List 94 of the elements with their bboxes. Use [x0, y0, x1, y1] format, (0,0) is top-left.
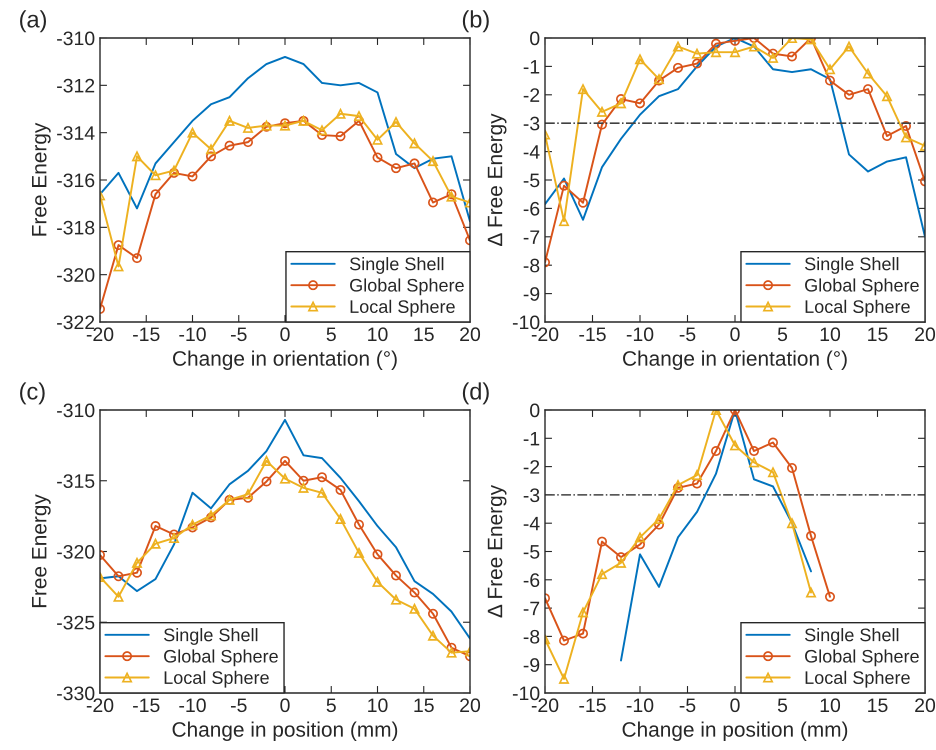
x-tick-label: 15 — [414, 328, 434, 342]
y-tick-label: -2 — [524, 88, 540, 102]
y-tick-label: -310 — [57, 31, 94, 46]
x-tick-label: 20 — [460, 327, 480, 342]
x-tick-label: -10 — [179, 698, 206, 712]
x-tick-label: -20 — [532, 698, 558, 712]
y-tick-label: -330 — [57, 686, 94, 700]
x-tick-label: 10 — [820, 698, 840, 712]
x-tick-label: 5 — [778, 698, 788, 712]
x-tick-label: -5 — [680, 698, 696, 712]
y-tick-label: -10 — [512, 686, 540, 700]
legend-label: Global Sphere — [805, 278, 919, 296]
y-tick-label: -325 — [57, 616, 94, 630]
y-tick-label: -310 — [57, 403, 94, 418]
y-axis-title: Δ Free Energy — [488, 113, 506, 246]
y-tick-label: -312 — [57, 78, 94, 93]
legend-label: Local Sphere — [350, 300, 455, 317]
x-tick-label: 0 — [730, 327, 740, 342]
x-tick-label: -10 — [626, 698, 654, 712]
x-tick-label: 15 — [868, 328, 888, 342]
legend-label: Single Shell — [804, 257, 898, 274]
legend-label: Local Sphere — [806, 300, 910, 317]
x-tick-label: 0 — [280, 698, 290, 712]
legend-label: Local Sphere — [806, 670, 910, 688]
y-tick-label: -5 — [524, 174, 540, 188]
chart-title: (b) — [462, 10, 489, 32]
y-tick-label: -3 — [524, 488, 540, 502]
x-tick-label: 10 — [368, 698, 388, 712]
y-tick-label: -9 — [524, 287, 540, 301]
y-tick-label: -5 — [524, 545, 540, 559]
y-axis-title: Free Energy — [32, 494, 51, 608]
y-tick-label: -318 — [57, 220, 94, 235]
y-tick-label: -322 — [57, 315, 94, 330]
y-tick-label: -7 — [524, 602, 540, 616]
x-tick-label: 15 — [414, 698, 434, 712]
legend-label: Single Shell — [164, 628, 258, 645]
y-tick-label: -9 — [524, 658, 540, 672]
x-tick-label: -15 — [133, 328, 160, 342]
x-tick-label: 20 — [460, 698, 480, 712]
y-tick-label: -320 — [57, 268, 94, 282]
x-tick-label: 0 — [280, 327, 290, 342]
x-axis-title: Change in orientation (°) — [623, 350, 847, 370]
x-tick-label: -10 — [626, 327, 654, 342]
y-tick-label: -4 — [524, 516, 540, 530]
chart-title: (d) — [462, 382, 489, 404]
x-tick-label: 5 — [326, 328, 336, 342]
y-tick-label: -3 — [524, 116, 540, 130]
y-tick-label: -6 — [524, 202, 540, 216]
x-tick-label: 20 — [915, 698, 936, 712]
y-tick-label: -6 — [524, 573, 540, 588]
y-tick-label: -314 — [57, 126, 95, 140]
x-tick-label: -20 — [532, 327, 558, 342]
y-tick-label: -315 — [57, 474, 94, 488]
y-tick-label: -8 — [524, 258, 540, 272]
x-tick-label: -5 — [230, 698, 247, 712]
x-tick-label: -10 — [179, 327, 206, 342]
x-tick-label: 10 — [820, 327, 840, 342]
y-tick-label: -1 — [524, 432, 540, 446]
x-tick-label: 15 — [868, 698, 888, 712]
x-tick-label: 0 — [730, 698, 740, 712]
legend-label: Global Sphere — [805, 649, 919, 666]
x-tick-label: -5 — [230, 328, 247, 342]
x-tick-label: 20 — [915, 327, 936, 342]
y-tick-label: 0 — [530, 31, 540, 46]
legend-label: Global Sphere — [350, 278, 464, 296]
x-tick-label: -20 — [86, 698, 114, 712]
chart-title: (a) — [20, 10, 46, 32]
y-axis-title: Free Energy — [32, 122, 51, 236]
x-axis-title: Change in position (mm) — [172, 722, 398, 741]
x-tick-label: 5 — [778, 328, 788, 342]
x-axis-title: Change in position (mm) — [622, 722, 848, 741]
y-axis-title: Δ Free Energy — [488, 484, 506, 618]
x-tick-label: -5 — [680, 328, 696, 342]
legend-label: Single Shell — [804, 628, 898, 645]
x-tick-label: -15 — [579, 328, 606, 342]
y-tick-label: -316 — [57, 173, 94, 188]
legend-label: Single Shell — [350, 257, 444, 274]
y-tick-label: -1 — [524, 60, 540, 74]
y-tick-label: -4 — [524, 145, 540, 159]
x-tick-label: -20 — [86, 327, 114, 342]
y-tick-label: -2 — [524, 460, 540, 474]
legend-label: Local Sphere — [164, 670, 269, 688]
x-axis-title: Change in orientation (°) — [173, 350, 397, 370]
x-tick-label: -15 — [133, 698, 160, 712]
y-tick-label: -10 — [512, 315, 540, 330]
x-tick-label: -15 — [579, 698, 606, 712]
x-tick-label: 5 — [326, 698, 336, 712]
y-tick-label: -8 — [524, 630, 540, 644]
legend-label: Global Sphere — [164, 649, 278, 666]
y-tick-label: -7 — [524, 230, 540, 244]
chart-title: (c) — [20, 382, 45, 404]
y-tick-label: 0 — [530, 403, 540, 418]
y-tick-label: -320 — [57, 544, 94, 559]
x-tick-label: 10 — [368, 327, 388, 342]
